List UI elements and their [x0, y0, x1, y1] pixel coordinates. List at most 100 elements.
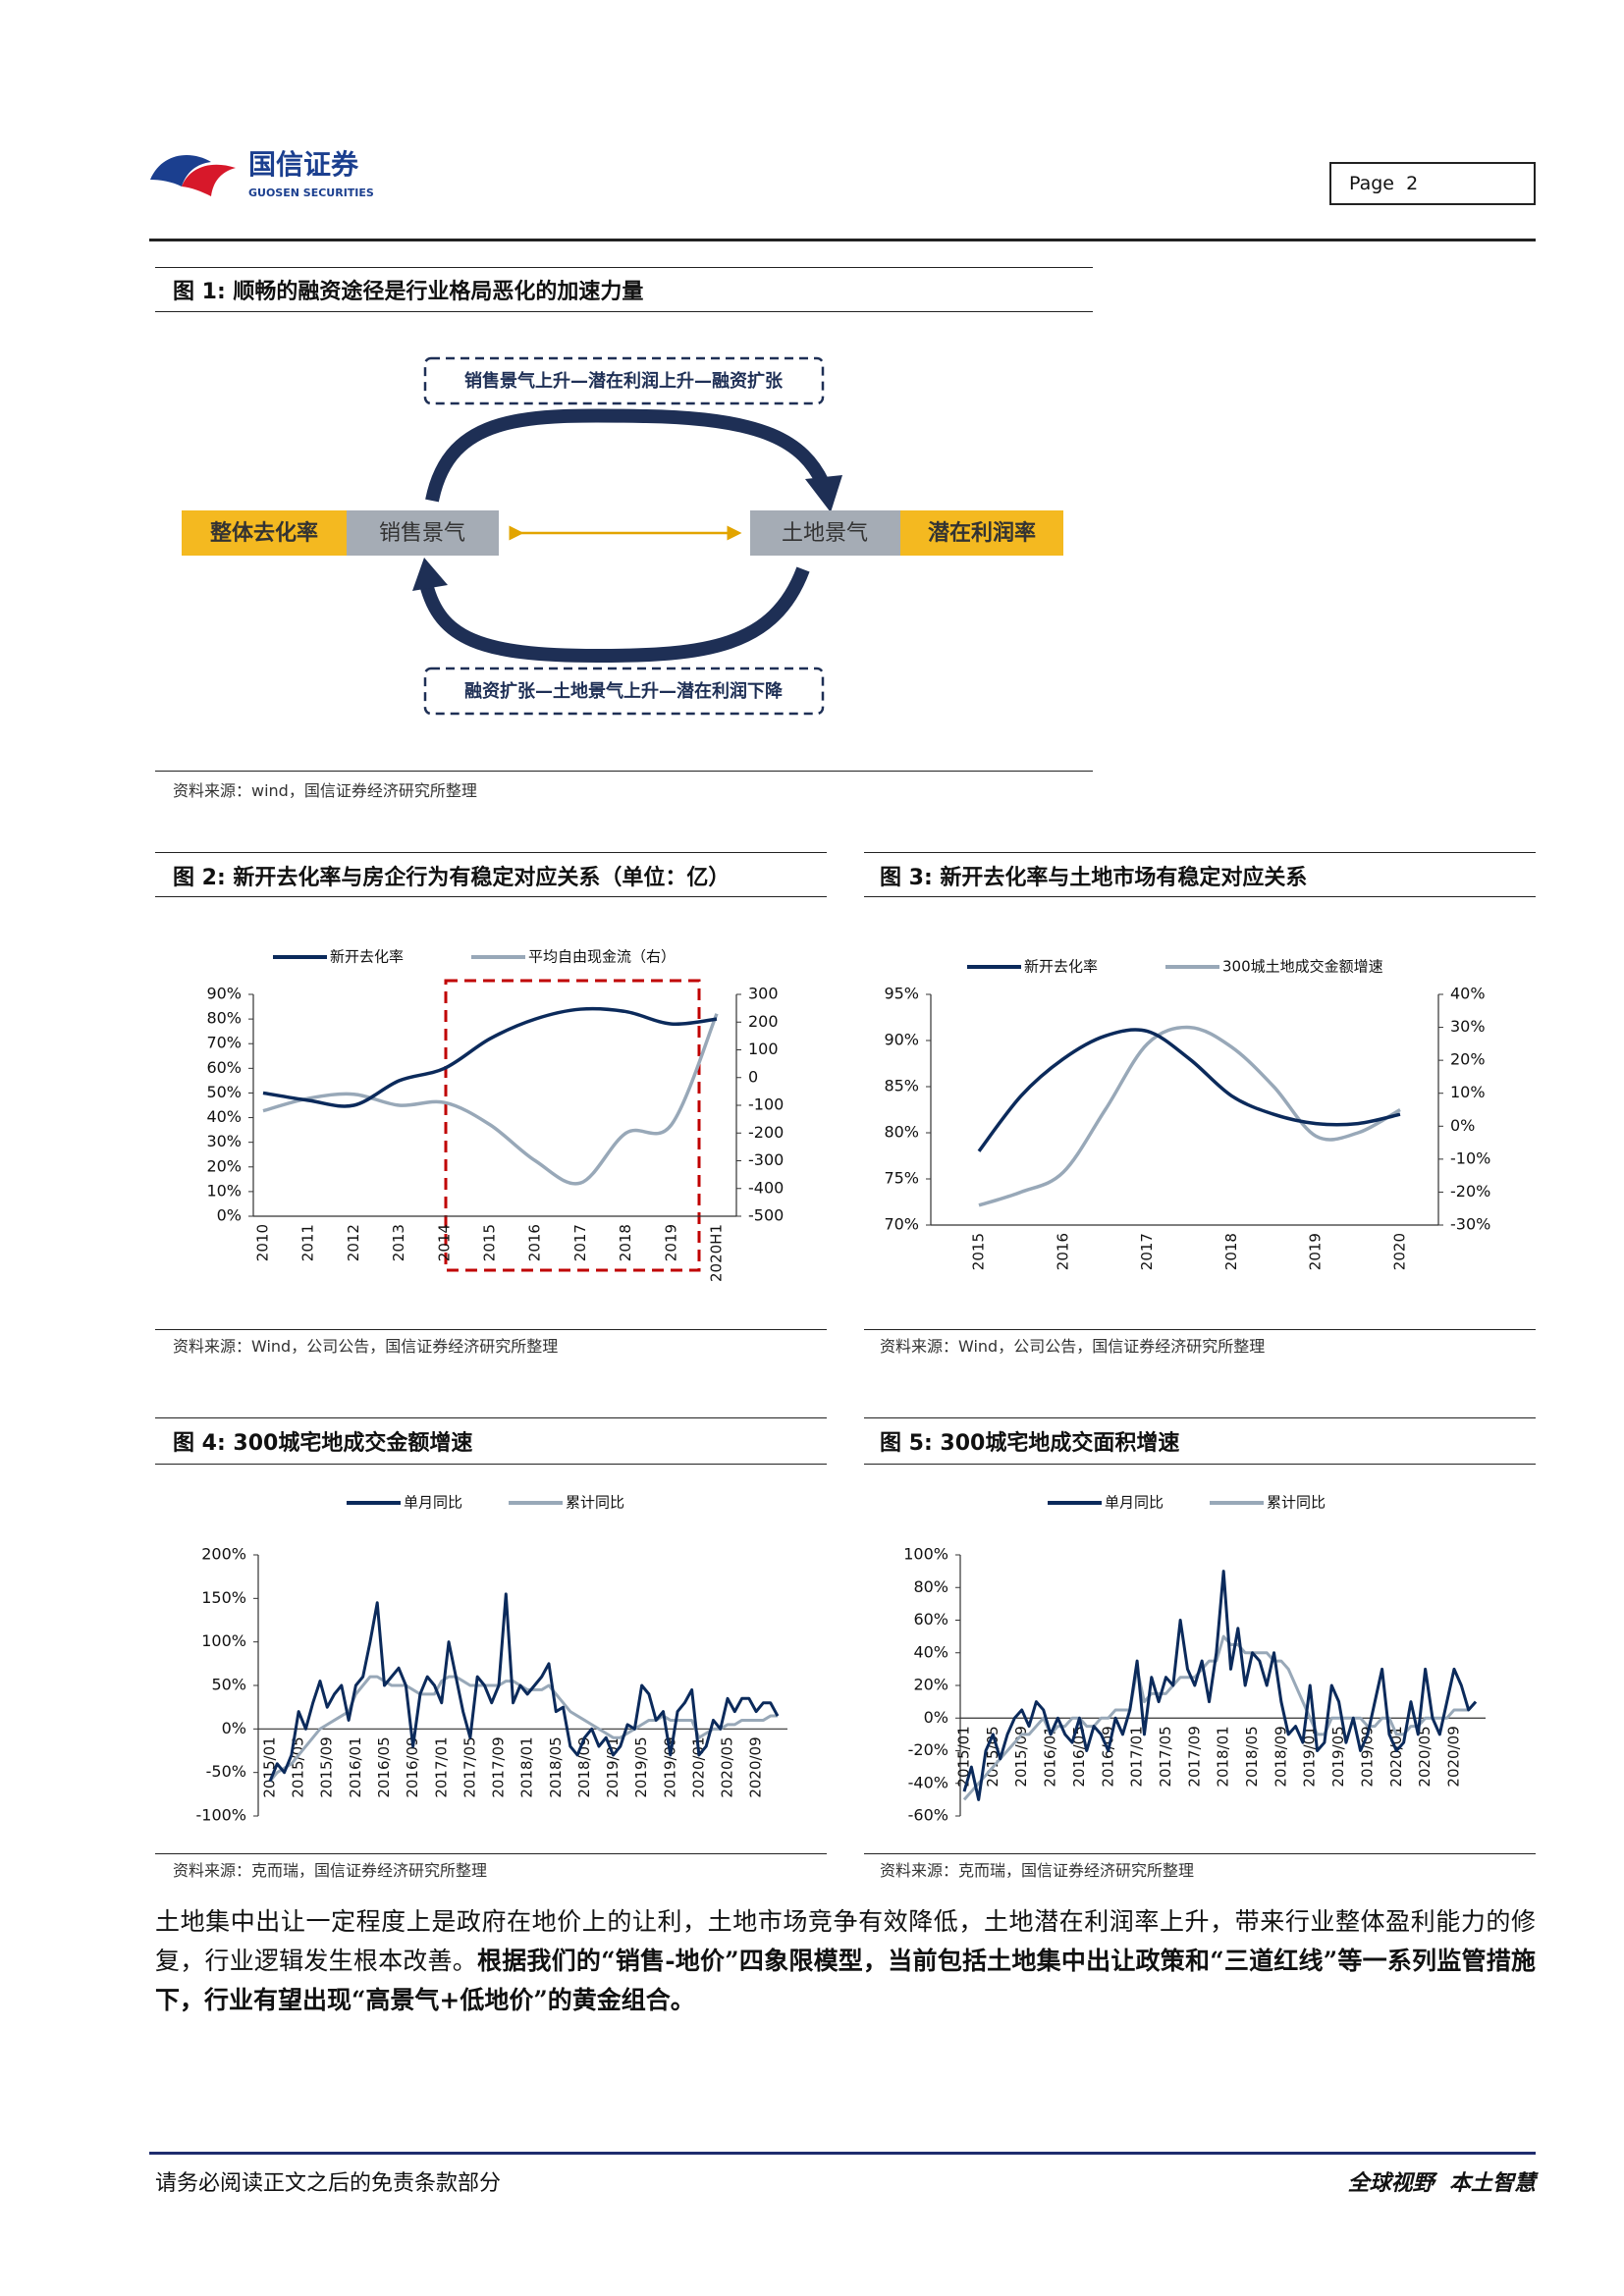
- x-tick-label: 2018/01: [518, 1736, 536, 1797]
- rule: [864, 1417, 1536, 1418]
- y2-tick-label: -200: [748, 1123, 784, 1142]
- legend-label: 300城土地成交金额增速: [1222, 958, 1383, 976]
- y-tick-label: 0%: [217, 1206, 242, 1225]
- y-tick-label: 10%: [206, 1181, 242, 1200]
- y-tick-label: -40%: [908, 1773, 948, 1791]
- legend-label: 累计同比: [566, 1494, 624, 1512]
- legend-label: 累计同比: [1267, 1494, 1326, 1512]
- rule: [864, 852, 1536, 853]
- x-tick-label: 2017: [571, 1224, 589, 1261]
- y-tick-label: 90%: [884, 1031, 919, 1049]
- y-tick-label: 95%: [884, 985, 919, 1003]
- figure-title: 图 2: 新开去化率与房企行为有稳定对应关系（单位：亿）: [173, 866, 731, 890]
- y2-tick-label: 20%: [1450, 1050, 1486, 1069]
- x-tick-label: 2018/09: [575, 1736, 593, 1797]
- legend-label: 新开去化率: [1024, 958, 1098, 976]
- path-box: [423, 356, 825, 405]
- y2-tick-label: 200: [748, 1012, 779, 1031]
- x-tick-label: 2018/01: [1215, 1726, 1232, 1787]
- y-tick-label: 40%: [206, 1107, 242, 1126]
- x-tick-label: 2018/09: [1272, 1726, 1289, 1787]
- x-tick-label: 2018/05: [1243, 1726, 1261, 1787]
- arrow-head: [412, 558, 448, 591]
- x-tick-label: 2019/01: [1301, 1726, 1319, 1787]
- y-tick-label: 0%: [924, 1708, 948, 1727]
- chart: 0% 10% 20% 30% 40% 50% 60% 70% 80% 90% -500 -400 -30…: [206, 948, 784, 1283]
- box: [900, 510, 1063, 556]
- y-tick-label: 20%: [913, 1676, 948, 1694]
- y-tick-label: 50%: [206, 1083, 242, 1101]
- logo-shape: [150, 155, 211, 187]
- x-tick-label: 2016: [1054, 1233, 1071, 1270]
- series-line: [977, 1028, 1401, 1152]
- figure-title: 图 3: 新开去化率与土地市场有稳定对应关系: [880, 866, 1308, 890]
- y-tick-label: 90%: [206, 985, 242, 1003]
- rule: [155, 852, 827, 853]
- figure-source: 资料来源：Wind，公司公告，国信证券经济研究所整理: [173, 1337, 559, 1356]
- y-tick-label: -20%: [908, 1740, 948, 1759]
- x-tick-label: 2015/01: [261, 1736, 279, 1797]
- rule: [155, 1417, 827, 1418]
- rule: [155, 1329, 827, 1330]
- y-tick-label: 80%: [206, 1009, 242, 1028]
- footer-rule: [149, 2152, 1536, 2155]
- y-tick-label: -60%: [908, 1806, 948, 1825]
- legend-label: 单月同比: [1105, 1494, 1164, 1512]
- y-tick-label: 80%: [913, 1577, 948, 1596]
- y2-tick-label: -20%: [1450, 1182, 1490, 1201]
- logo-cn: 国信证券: [248, 148, 359, 181]
- box: [347, 510, 499, 556]
- rule: [155, 771, 1093, 772]
- chart: 70% 75% 80% 85% 90% 95% -30% -20% -10% 0% 10% 20% 30…: [884, 958, 1490, 1271]
- y-tick-label: 75%: [884, 1169, 919, 1188]
- x-tick-label: 2020/05: [719, 1736, 736, 1797]
- x-tick-label: 2018: [617, 1224, 634, 1261]
- x-tick-label: 2014: [435, 1224, 453, 1261]
- x-tick-label: 2020/09: [1444, 1726, 1462, 1787]
- header-rule: [149, 239, 1536, 241]
- x-tick-label: 2020: [1391, 1233, 1409, 1270]
- figure-source: 资料来源：克而瑞，国信证券经济研究所整理: [173, 1861, 488, 1880]
- x-tick-label: 2016/05: [375, 1736, 393, 1797]
- rule: [155, 1853, 827, 1854]
- x-tick-label: 2017/01: [432, 1736, 450, 1797]
- x-tick-label: 2019: [1307, 1233, 1325, 1270]
- y2-tick-label: -300: [748, 1150, 784, 1169]
- y-tick-label: -100%: [195, 1806, 246, 1825]
- y2-tick-label: -10%: [1450, 1148, 1490, 1167]
- body-plain: 土地集中出让一定程度上是政府在地价上的让利，土地市场竞争有效降低，土地潜在利润率…: [155, 1907, 1536, 1975]
- y2-tick-label: 0: [748, 1067, 758, 1086]
- box-text: 销售景气: [379, 521, 465, 546]
- path-box: [423, 667, 825, 716]
- x-tick-label: 2015: [970, 1233, 988, 1270]
- box-text: 潜在利润率: [928, 520, 1036, 546]
- x-tick-label: 2016/05: [1070, 1726, 1088, 1787]
- x-tick-label: 2017/05: [460, 1736, 478, 1797]
- body-text: 土地集中出让一定程度上是政府在地价上的让利，土地市场竞争有效降低，土地潜在利润率…: [155, 1902, 1536, 2020]
- y-tick-label: 70%: [884, 1215, 919, 1234]
- box: [182, 510, 347, 556]
- rule: [155, 1464, 827, 1465]
- figure-title: 图 4: 300城宅地成交金额增速: [173, 1431, 473, 1456]
- rule: [864, 1853, 1536, 1854]
- box-text: 土地景气: [782, 521, 868, 546]
- x-tick-label: 2017/05: [1157, 1726, 1174, 1787]
- figure-source: 资料来源：Wind，公司公告，国信证券经济研究所整理: [880, 1337, 1266, 1356]
- highlight-box: [444, 979, 701, 1272]
- figure-source: 资料来源：wind，国信证券经济研究所整理: [173, 781, 477, 800]
- logo: 国信证券 GUOSEN SECURITIES: [150, 148, 374, 199]
- box-text: 整体去化率: [210, 520, 318, 546]
- x-tick-label: 2019/05: [1329, 1726, 1347, 1787]
- y2-tick-label: 300: [748, 985, 779, 1003]
- legend-label: 新开去化率: [330, 948, 404, 966]
- cycle-arrow: [419, 566, 810, 664]
- path-text: 融资扩张—土地景气上升—潜在利润下降: [464, 680, 784, 702]
- x-tick-label: 2019: [662, 1224, 679, 1261]
- x-tick-label: 2016/01: [1042, 1726, 1059, 1787]
- x-tick-label: 2018: [1222, 1233, 1240, 1270]
- y2-tick-label: 10%: [1450, 1083, 1486, 1101]
- y-tick-label: 60%: [206, 1058, 242, 1077]
- x-tick-label: 2017/09: [1185, 1726, 1203, 1787]
- chart: -100%-50%0%50%100%150%200%2015/01 2015/05…: [195, 1494, 787, 1825]
